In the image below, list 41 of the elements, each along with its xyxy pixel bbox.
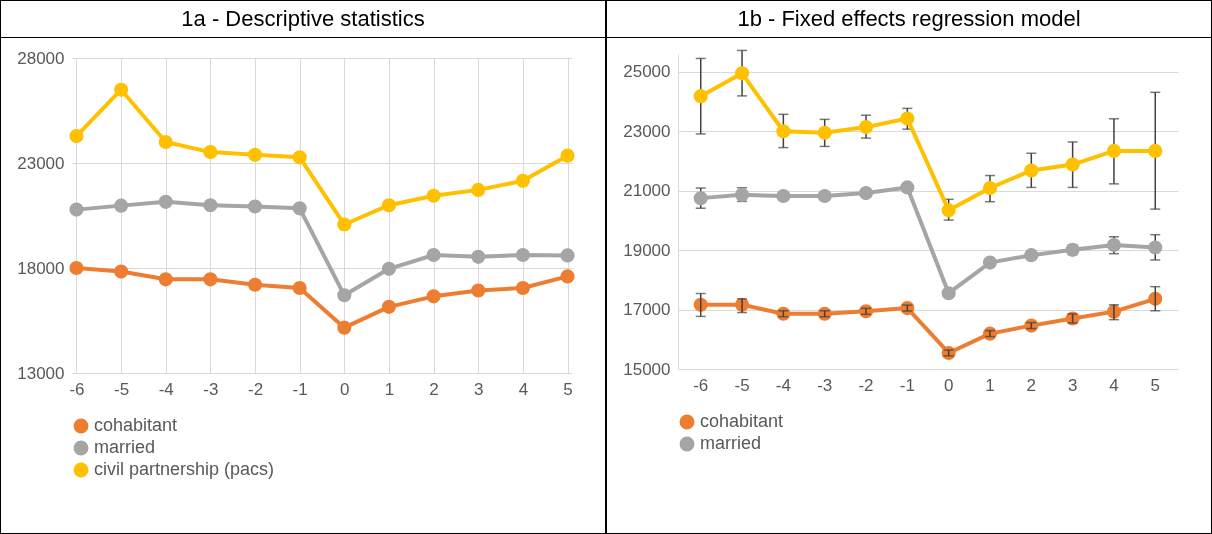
y-tick-label: 23000 xyxy=(623,121,671,141)
x-tick-label: -2 xyxy=(247,379,264,399)
chart-title: 1a - Descriptive statistics xyxy=(1,1,605,38)
x-tick-label: 3 xyxy=(474,379,484,399)
y-tick-label: 18000 xyxy=(17,258,65,278)
chart-title: 1b - Fixed effects regression model xyxy=(607,1,1211,38)
x-tick-label: 4 xyxy=(1109,375,1119,395)
x-tick-label: 3 xyxy=(1067,375,1078,395)
x-tick-label: -3 xyxy=(203,379,219,399)
x-tick-label: 2 xyxy=(429,379,439,399)
x-tick-label: -4 xyxy=(775,375,791,395)
x-tick-label: -1 xyxy=(899,375,915,395)
x-tick-label: -1 xyxy=(292,379,308,399)
x-tick-label: -6 xyxy=(69,379,85,399)
y-tick-label: 25000 xyxy=(623,62,671,82)
y-tick-label: 23000 xyxy=(17,153,65,173)
y-tick-label: 13000 xyxy=(17,363,65,383)
x-tick-label: 0 xyxy=(943,375,954,395)
legend-label: cohabitant xyxy=(700,411,784,431)
legend-label: civil partnership (pacs) xyxy=(94,459,275,479)
x-tick-label: -5 xyxy=(114,379,130,399)
legend-label: married xyxy=(94,437,156,457)
y-tick-label: 15000 xyxy=(623,359,671,379)
x-tick-label: -3 xyxy=(817,375,833,395)
x-tick-label: -6 xyxy=(693,375,709,395)
x-tick-label: 5 xyxy=(563,379,573,399)
x-tick-label: 4 xyxy=(518,379,529,399)
x-tick-label: 0 xyxy=(340,379,350,399)
x-tick-label: -4 xyxy=(158,379,174,399)
x-tick-label: 1 xyxy=(384,379,395,399)
x-tick-label: -5 xyxy=(734,375,750,395)
y-tick-label: 21000 xyxy=(623,181,671,201)
y-tick-label: 19000 xyxy=(623,240,671,260)
x-tick-label: 5 xyxy=(1150,375,1161,395)
y-tick-label: 28000 xyxy=(17,48,65,68)
y-tick-label: 17000 xyxy=(623,300,671,320)
legend-label: cohabitant xyxy=(94,415,178,435)
x-tick-label: 2 xyxy=(1026,375,1037,395)
x-tick-label: 1 xyxy=(985,375,995,395)
x-tick-label: -2 xyxy=(858,375,874,395)
legend-label: married xyxy=(700,433,762,453)
